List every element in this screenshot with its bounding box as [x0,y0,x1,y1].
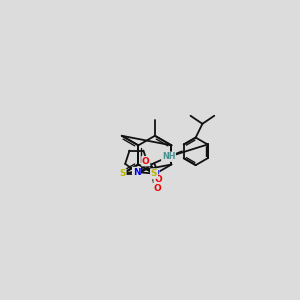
Text: O: O [154,175,162,184]
Text: NH: NH [162,152,175,161]
Text: S: S [119,169,126,178]
Text: N: N [133,167,140,176]
Text: S: S [151,169,157,178]
Text: O: O [153,184,161,193]
Text: N: N [151,169,159,178]
Text: O: O [142,157,150,166]
